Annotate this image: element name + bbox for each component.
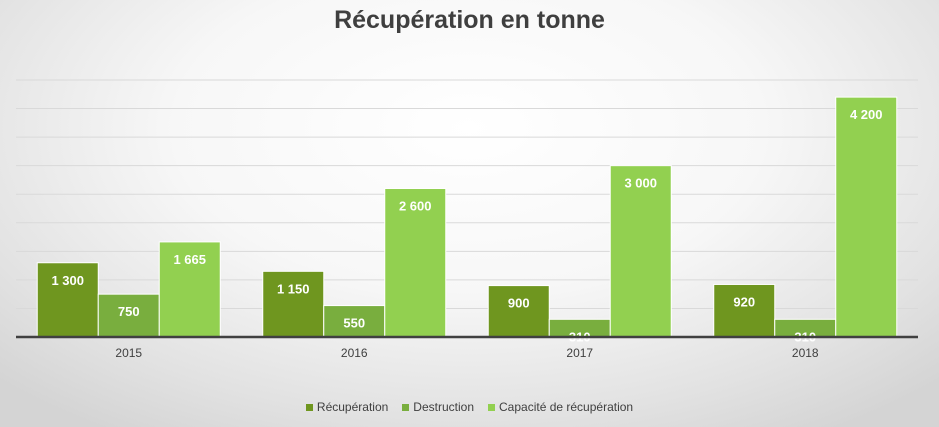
data-label-1-1: 550 [343, 316, 365, 331]
legend-item-2: Capacité de récupération [488, 400, 633, 414]
data-label-0-3: 920 [733, 294, 755, 309]
bar-1-0 [97, 293, 160, 338]
bar-0-1 [262, 270, 325, 338]
legend-swatch-1 [402, 403, 410, 411]
bar-2-3 [835, 96, 898, 338]
bar-0-3 [713, 283, 776, 338]
data-label-2-0: 1 665 [173, 252, 206, 267]
legend-swatch-0 [305, 403, 313, 411]
bar-2-2 [609, 165, 672, 338]
data-label-1-0: 750 [118, 304, 140, 319]
bar-2-0 [158, 241, 221, 338]
legend-item-0: Récupération [305, 400, 389, 414]
x-tick-label-2: 2017 [566, 346, 593, 360]
legend: Récupération Destruction Capacité de récup… [0, 400, 939, 414]
legend-label-2: Capacité de récupération [499, 400, 634, 414]
data-label-2-2: 3 000 [624, 176, 657, 191]
data-label-2-1: 2 600 [399, 199, 432, 214]
x-tick-label-0: 2015 [115, 346, 142, 360]
legend-label-1: Destruction [413, 400, 474, 414]
legend-swatch-2 [488, 403, 495, 411]
data-label-0-1: 1 150 [277, 281, 310, 296]
chart-title: Récupération en tonne [334, 6, 605, 34]
x-tick-label-1: 2016 [341, 346, 368, 360]
bar-0-2 [487, 285, 550, 338]
data-label-0-2: 900 [508, 296, 530, 311]
x-tick-label-3: 2018 [792, 346, 819, 360]
data-label-2-3: 4 200 [850, 107, 883, 122]
legend-item-1: Destruction [402, 400, 474, 414]
legend-label-0: Récupération [316, 400, 389, 414]
bar-0-0 [36, 262, 99, 338]
data-label-0-0: 1 300 [51, 273, 84, 288]
